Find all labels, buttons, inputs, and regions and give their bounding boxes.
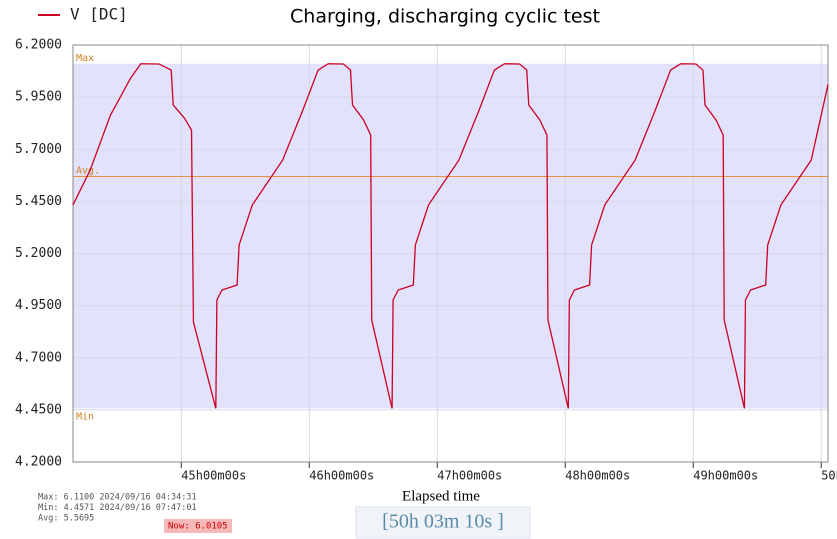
stats-line: Min: 4.4571 2024/09/16 07:47:01 bbox=[38, 503, 197, 513]
x-tick-label: 49h00m00s bbox=[693, 469, 758, 483]
elapsed-time: [50h 03m 10s ] bbox=[382, 511, 504, 533]
range-band bbox=[73, 63, 828, 409]
chart-title: Charging, discharging cyclic test bbox=[290, 6, 600, 28]
y-tick-label: 5.9500 bbox=[15, 90, 62, 105]
y-tick-label: 5.4500 bbox=[15, 194, 62, 209]
reference-label: Min bbox=[76, 411, 94, 422]
y-tick-label: 6.2000 bbox=[15, 38, 62, 53]
reference-label: Max bbox=[76, 53, 94, 64]
legend-label: V [DC] bbox=[70, 5, 128, 24]
elapsed-box bbox=[355, 506, 531, 539]
plot-frame bbox=[72, 44, 829, 463]
y-tick-label: 5.2000 bbox=[15, 246, 62, 261]
now-badge bbox=[164, 519, 232, 533]
stats-line: Max: 6.1100 2024/09/16 04:34:31 bbox=[38, 493, 197, 503]
y-tick-label: 5.7000 bbox=[15, 142, 62, 157]
series-line bbox=[72, 63, 829, 409]
now-label: Now: 6.0105 bbox=[168, 522, 228, 532]
y-tick-label: 4.9500 bbox=[15, 298, 62, 313]
y-tick-label: 4.2000 bbox=[15, 455, 62, 470]
x-tick-label: 47h00m00s bbox=[437, 469, 502, 483]
x-axis-label: Elapsed time bbox=[402, 488, 480, 504]
x-tick-label: 48h00m00s bbox=[565, 469, 630, 483]
y-tick-label: 4.7000 bbox=[15, 350, 62, 365]
x-tick-label: 45h00m00s bbox=[181, 469, 246, 483]
x-tick-label: 46h00m00s bbox=[309, 469, 374, 483]
stats-line: Avg: 5.5695 bbox=[38, 514, 94, 524]
x-tick-label: 50h bbox=[821, 469, 837, 483]
reference-label: Avg. bbox=[76, 165, 100, 176]
y-tick-label: 4.4500 bbox=[15, 402, 62, 417]
